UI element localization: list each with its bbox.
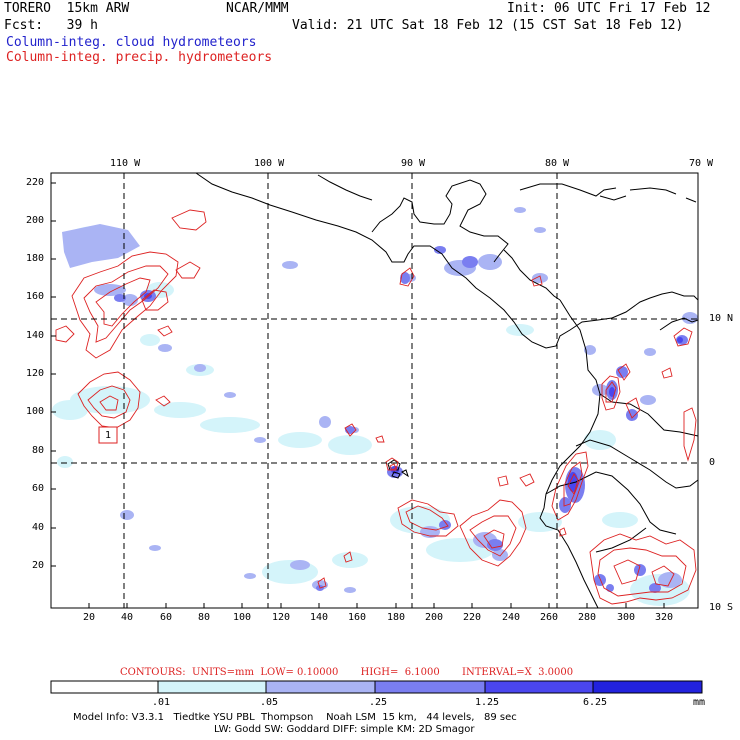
lon-label: 70 W: [689, 158, 714, 169]
lon-label: 80 W: [545, 158, 570, 169]
precip-contours: [55, 209, 697, 605]
x-tick: 160: [348, 612, 367, 623]
legend-precip: Column-integ. precip. hydrometeors: [6, 50, 273, 65]
y-tick: 220: [26, 177, 45, 188]
x-tick: 140: [310, 612, 329, 623]
x-tick: 220: [463, 612, 482, 623]
x-tick: 260: [540, 612, 559, 623]
lon-label: 100 W: [254, 158, 285, 169]
y-tick: 120: [26, 368, 45, 379]
y-tick: 160: [26, 291, 45, 302]
contours-info: CONTOURS: UNITS=mm LOW= 0.10000 HIGH= 6.…: [120, 667, 574, 678]
y-tick: 140: [26, 330, 45, 341]
y-tick: 180: [26, 253, 45, 264]
colorbar-label: .05: [260, 697, 279, 708]
model-info: Model Info: V3.3.1 Tiedtke YSU PBL Thomp…: [73, 712, 517, 723]
lon-label: 90 W: [401, 158, 426, 169]
x-tick: 40: [121, 612, 134, 623]
lat-label: 10 N: [709, 313, 734, 324]
x-tick: 120: [272, 612, 291, 623]
map-frame: [50, 172, 699, 609]
lon-label: 110 W: [110, 158, 141, 169]
colorbar-label: .01: [152, 697, 171, 708]
contour-label: 1: [105, 430, 112, 441]
org-label: NCAR/MMM: [226, 1, 289, 16]
init-time: Init: 06 UTC Fri 17 Feb 12: [507, 1, 711, 16]
valid-time: Valid: 21 UTC Sat 18 Feb 12 (15 CST Sat …: [292, 18, 684, 33]
y-tick: 200: [26, 215, 45, 226]
contour-label-box: [98, 426, 118, 444]
axis-ticks: [51, 182, 665, 608]
x-tick: 320: [655, 612, 674, 623]
graticule: [51, 173, 698, 608]
lat-label: 10 S: [709, 602, 734, 613]
colorbar-label: 1.25: [475, 697, 500, 708]
model-title: TORERO 15km ARW: [4, 1, 130, 16]
forecast-hour: Fcst: 39 h: [4, 18, 98, 33]
colorbar: [50, 680, 703, 694]
y-tick: 40: [32, 522, 45, 533]
lat-label: 0: [709, 457, 716, 468]
x-tick: 20: [83, 612, 96, 623]
x-tick: 240: [502, 612, 521, 623]
colorbar-units: mm: [693, 697, 706, 708]
y-tick: 60: [32, 483, 45, 494]
x-tick: 100: [233, 612, 252, 623]
colorbar-label: 6.25: [583, 697, 608, 708]
colorbar-label: .25: [369, 697, 388, 708]
x-tick: 60: [160, 612, 173, 623]
x-tick: 80: [198, 612, 211, 623]
x-tick: 200: [425, 612, 444, 623]
y-tick: 80: [32, 445, 45, 456]
legend-cloud: Column-integ. cloud hydrometeors: [6, 35, 257, 50]
cloud-shading: [52, 207, 698, 606]
y-tick: 100: [26, 406, 45, 417]
y-tick: 20: [32, 560, 45, 571]
x-tick: 180: [387, 612, 406, 623]
x-tick: 300: [617, 612, 636, 623]
model-info-physics: LW: Godd SW: Goddard DIFF: simple KM: 2D…: [214, 724, 475, 735]
x-tick: 280: [578, 612, 597, 623]
